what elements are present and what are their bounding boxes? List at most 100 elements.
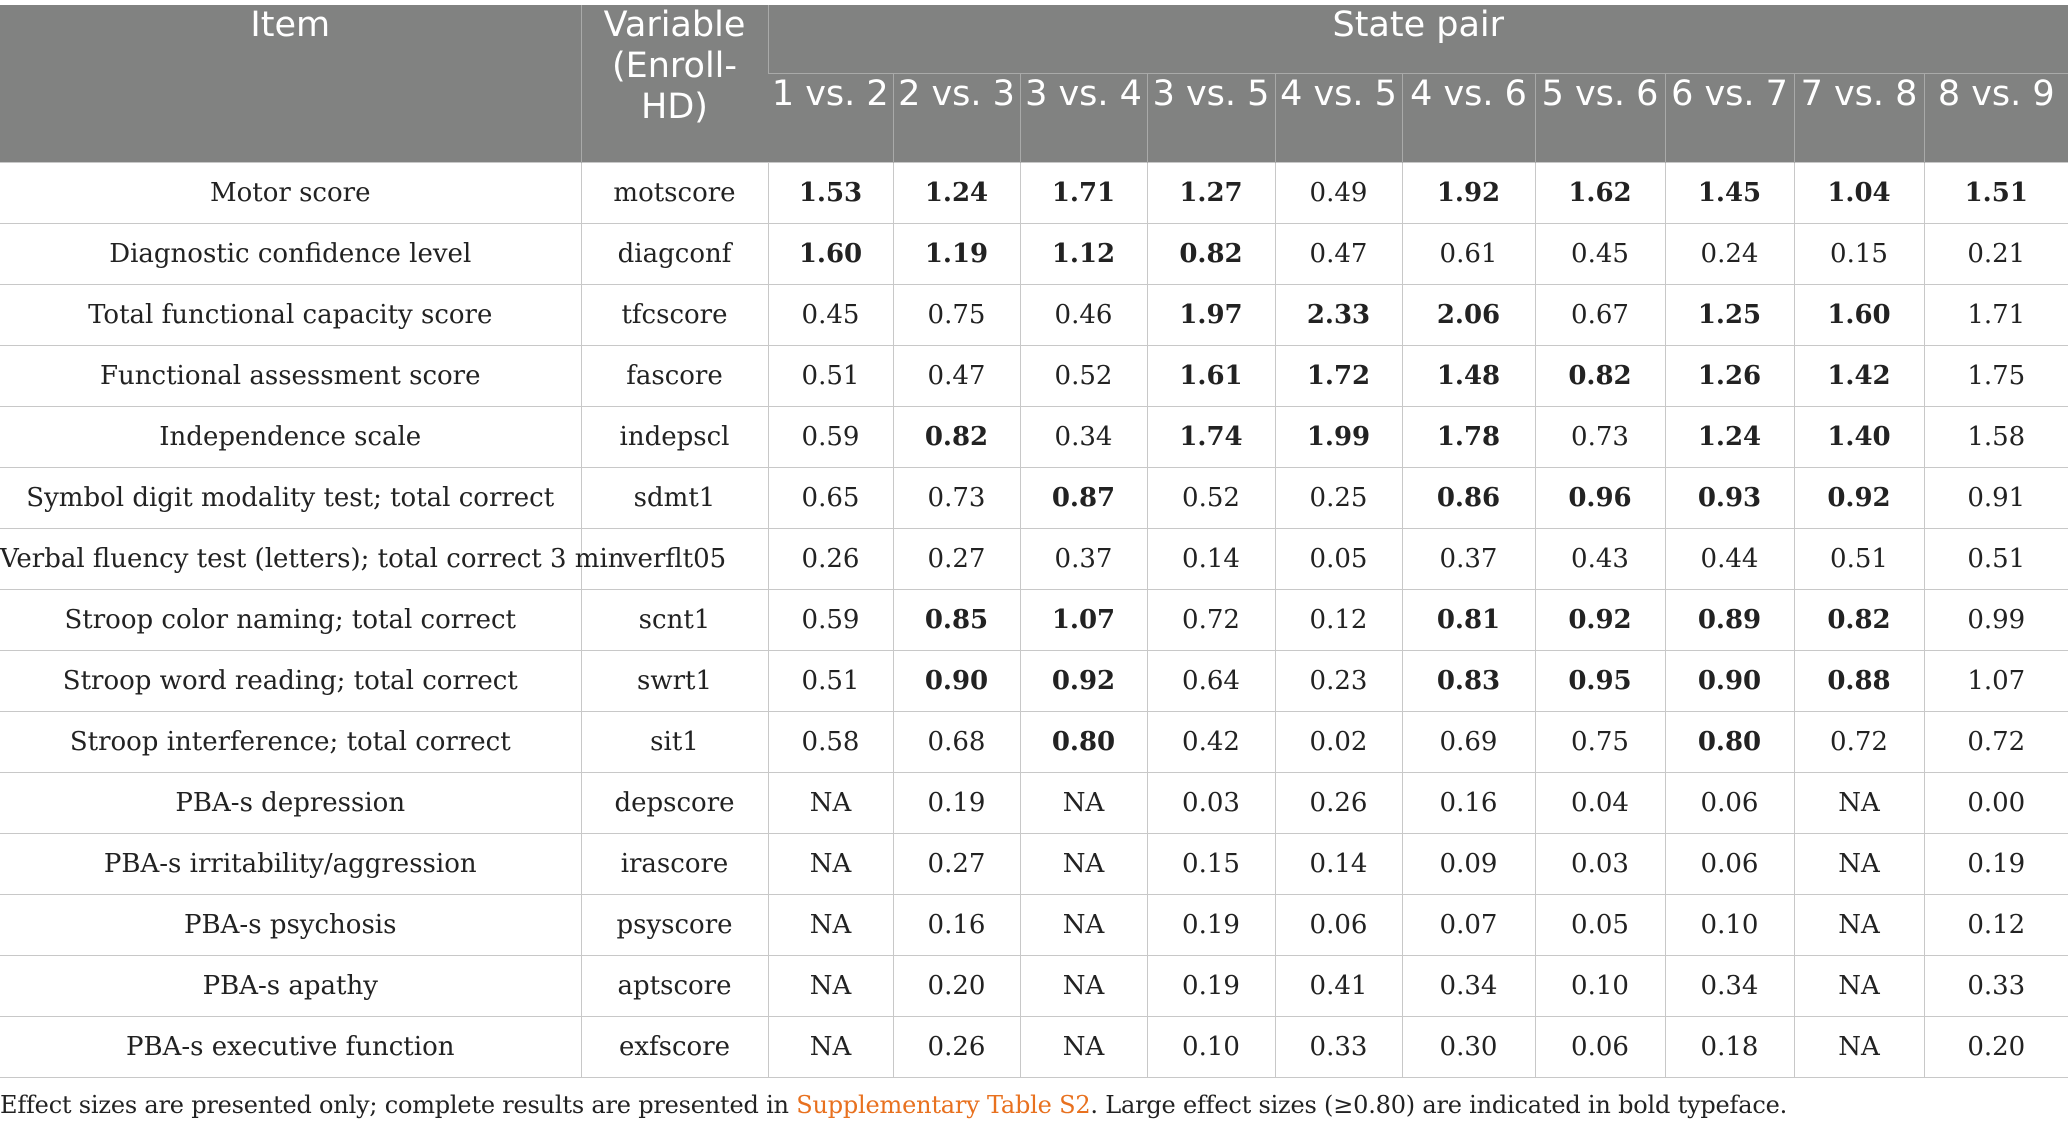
table-body: Motor score motscore 1.53 1.24 1.71 1.27 0.49 1… — [0, 162, 2068, 1078]
effect-size-cell: 0.52 — [1019, 345, 1147, 407]
effect-size-cell: 0.61 — [1401, 223, 1535, 285]
effect-size-cell: 0.26 — [1274, 772, 1402, 834]
effect-size-cell: 1.27 — [1146, 162, 1275, 224]
effect-size-cell: 0.75 — [1534, 711, 1665, 773]
effect-size-cell: NA — [767, 955, 893, 1017]
effect-size-table: Item Variable (Enroll-HD) State pair 1 v… — [0, 5, 2068, 1078]
effect-size-cell: 0.87 — [1019, 467, 1147, 529]
effect-size-cell: NA — [1019, 772, 1147, 834]
effect-size-cell: 1.72 — [1274, 345, 1402, 407]
effect-size-cell: 0.72 — [1793, 711, 1924, 773]
effect-size-cell: 0.72 — [1923, 711, 2068, 773]
effect-size-cell: 0.06 — [1274, 894, 1402, 956]
effect-size-cell: 0.21 — [1923, 223, 2068, 285]
effect-size-cell: 0.92 — [1793, 467, 1924, 529]
effect-size-cell: 0.02 — [1274, 711, 1402, 773]
table-row: Stroop interference; total correct sit1 0.… — [0, 711, 2068, 773]
table-row: PBA-s psychosis psyscore NA 0.16 NA 0.19 0.06 0… — [0, 894, 2068, 956]
effect-size-cell: 0.59 — [767, 406, 893, 468]
effect-size-cell: 0.67 — [1534, 284, 1665, 346]
effect-size-cell: 0.82 — [892, 406, 1020, 468]
header-pair: 4 vs. 6 — [1401, 73, 1535, 163]
effect-size-cell: 0.80 — [1019, 711, 1147, 773]
effect-size-cell: 0.85 — [892, 589, 1020, 651]
effect-size-cell: 0.23 — [1274, 650, 1402, 712]
effect-size-cell: 0.80 — [1664, 711, 1794, 773]
table-row: Motor score motscore 1.53 1.24 1.71 1.27 0.49 1… — [0, 162, 2068, 224]
effect-size-cell: 1.58 — [1923, 406, 2068, 468]
effect-size-cell: 1.24 — [892, 162, 1020, 224]
table-header: Item Variable (Enroll-HD) State pair 1 v… — [0, 5, 2068, 163]
variable-cell: psyscore — [580, 894, 768, 956]
effect-size-cell: 0.12 — [1923, 894, 2068, 956]
effect-size-cell: 0.83 — [1401, 650, 1535, 712]
effect-size-cell: NA — [1019, 894, 1147, 956]
effect-size-cell: 1.40 — [1793, 406, 1924, 468]
variable-cell: sit1 — [580, 711, 768, 773]
effect-size-cell: 0.03 — [1534, 833, 1665, 895]
effect-size-cell: 0.14 — [1274, 833, 1402, 895]
effect-size-cell: NA — [1019, 833, 1147, 895]
table-row: Functional assessment score fascore 0.51 0.… — [0, 345, 2068, 407]
table-row: Independence scale indepscl 0.59 0.82 0.34 1.… — [0, 406, 2068, 468]
effect-size-cell: 0.91 — [1923, 467, 2068, 529]
effect-size-cell: 0.12 — [1274, 589, 1402, 651]
header-pair: 3 vs. 4 — [1019, 73, 1147, 163]
effect-size-cell: 0.58 — [767, 711, 893, 773]
effect-size-cell: 0.73 — [1534, 406, 1665, 468]
item-cell: Motor score — [0, 162, 581, 224]
effect-size-cell: NA — [767, 772, 893, 834]
table-row: Symbol digit modality test; total correc… — [0, 467, 2068, 529]
effect-size-cell: 0.82 — [1534, 345, 1665, 407]
effect-size-cell: 0.34 — [1019, 406, 1147, 468]
variable-cell: sdmt1 — [580, 467, 768, 529]
footnote-text-after: . Large effect sizes (≥0.80) are indicat… — [1090, 1091, 1788, 1119]
effect-size-cell: 1.24 — [1664, 406, 1794, 468]
item-cell: PBA-s executive function — [0, 1016, 581, 1078]
variable-cell: exfscore — [580, 1016, 768, 1078]
table-row: Verbal fluency test (letters); total cor… — [0, 528, 2068, 590]
effect-size-cell: 1.42 — [1793, 345, 1924, 407]
effect-size-cell: 0.05 — [1274, 528, 1402, 590]
effect-size-cell: 0.44 — [1664, 528, 1794, 590]
effect-size-cell: 0.47 — [892, 345, 1020, 407]
effect-size-cell: 0.15 — [1793, 223, 1924, 285]
effect-size-cell: 1.71 — [1019, 162, 1147, 224]
effect-size-cell: 0.05 — [1534, 894, 1665, 956]
effect-size-cell: 0.19 — [1923, 833, 2068, 895]
effect-size-cell: 1.61 — [1146, 345, 1275, 407]
effect-size-cell: 1.74 — [1146, 406, 1275, 468]
supplementary-table-link[interactable]: Supplementary Table S2 — [796, 1091, 1091, 1119]
effect-size-cell: 1.60 — [1793, 284, 1924, 346]
effect-size-cell: 0.51 — [1793, 528, 1924, 590]
item-cell: Independence scale — [0, 406, 581, 468]
effect-size-cell: 0.24 — [1664, 223, 1794, 285]
item-cell: PBA-s psychosis — [0, 894, 581, 956]
effect-size-cell: 0.18 — [1664, 1016, 1794, 1078]
table-row: PBA-s irritability/aggression irascore NA 0… — [0, 833, 2068, 895]
effect-size-cell: 0.00 — [1923, 772, 2068, 834]
effect-size-cell: 0.33 — [1274, 1016, 1402, 1078]
header-pair: 3 vs. 5 — [1146, 73, 1275, 163]
effect-size-cell: NA — [1019, 1016, 1147, 1078]
effect-size-cell: 0.46 — [1019, 284, 1147, 346]
effect-size-cell: 1.07 — [1923, 650, 2068, 712]
effect-size-cell: 0.26 — [892, 1016, 1020, 1078]
effect-size-cell: NA — [1793, 1016, 1924, 1078]
effect-size-cell: 0.27 — [892, 528, 1020, 590]
effect-size-cell: NA — [1793, 772, 1924, 834]
effect-size-cell: 0.10 — [1534, 955, 1665, 1017]
effect-size-cell: 0.45 — [1534, 223, 1665, 285]
effect-size-cell: 0.96 — [1534, 467, 1665, 529]
item-cell: Symbol digit modality test; total correc… — [0, 467, 581, 529]
effect-size-cell: 0.34 — [1401, 955, 1535, 1017]
effect-size-cell: 0.06 — [1664, 833, 1794, 895]
effect-size-cell: 1.19 — [892, 223, 1020, 285]
effect-size-cell: 0.19 — [892, 772, 1020, 834]
variable-cell: verflt05 — [580, 528, 768, 590]
effect-size-cell: NA — [1793, 894, 1924, 956]
effect-size-cell: 0.45 — [767, 284, 893, 346]
effect-size-cell: NA — [767, 833, 893, 895]
effect-size-cell: 0.81 — [1401, 589, 1535, 651]
effect-size-cell: 0.25 — [1274, 467, 1402, 529]
